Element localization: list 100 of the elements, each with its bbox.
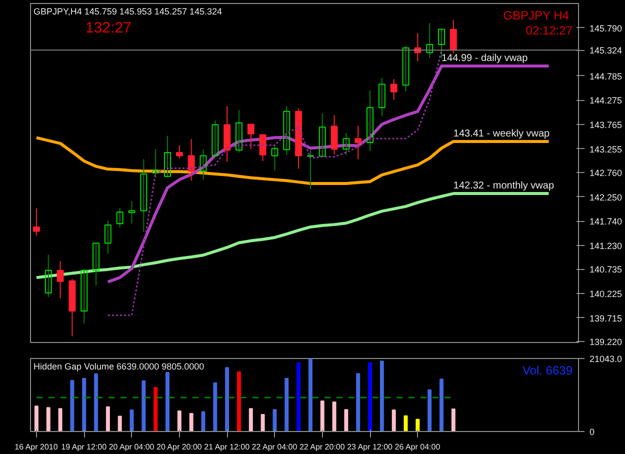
x-tick-label: 21 Apr 12:00: [204, 442, 250, 452]
candlestick: [366, 90, 374, 152]
candlestick: [116, 207, 124, 228]
candlestick: [330, 114, 338, 155]
bar: [451, 408, 456, 432]
bar: [225, 367, 230, 432]
candlestick: [247, 124, 254, 150]
y-tick-label: 0: [590, 427, 595, 437]
bar: [272, 409, 277, 432]
bar: [58, 408, 62, 432]
bar: [392, 409, 396, 432]
x-tick-label: 19 Apr 12:00: [61, 442, 108, 452]
bar: [320, 400, 324, 432]
bar: [332, 402, 336, 432]
bar: [70, 380, 74, 432]
annotation: GBPJPY H4: [503, 8, 570, 22]
annotation: 132:27: [86, 20, 132, 36]
bar: [130, 409, 134, 432]
bar: [46, 407, 50, 432]
bar: [248, 408, 253, 432]
bar: [440, 378, 444, 432]
annotation: 02:12:27: [526, 24, 573, 38]
x-tick-label: 16 Apr 2010: [14, 442, 58, 452]
candlestick: [390, 78, 398, 100]
bar: [236, 371, 241, 432]
bar: [154, 386, 158, 432]
candlestick: [56, 260, 64, 299]
candlestick: [318, 112, 326, 157]
y-tick-label: 143.255: [590, 144, 622, 154]
y-tick-label: 139.715: [590, 313, 622, 324]
candlestick: [164, 135, 171, 178]
bar: [106, 406, 110, 432]
annotation: Vol. 6639: [522, 364, 573, 378]
x-tick-label: 20 Apr 20:00: [156, 442, 202, 452]
x-tick-label: 22 Apr 20:00: [299, 442, 346, 452]
x-tick-label: 26 Apr 04:00: [394, 442, 441, 452]
bar: [189, 412, 194, 432]
candlestick: [450, 20, 457, 54]
bar: [308, 358, 312, 432]
bar: [404, 415, 408, 432]
candlestick: [176, 144, 183, 159]
bar: [118, 416, 122, 432]
candlestick: [152, 148, 160, 178]
y-tick-label: 140.225: [590, 289, 622, 300]
chart-title: GBPJPY,H4 145.759 145.953 145.257 145.324: [34, 6, 222, 16]
y-tick-label: 145.790: [590, 23, 622, 34]
y-tick-label: 142.250: [590, 192, 622, 202]
bar: [166, 372, 170, 432]
series-label: 142.32 - monthly vwap: [453, 180, 554, 192]
candlestick: [271, 144, 278, 172]
bar: [368, 362, 372, 432]
y-tick-label: 140.735: [590, 264, 622, 275]
x-tick-label: 23 Apr 12:00: [347, 442, 394, 452]
bar: [142, 380, 146, 432]
candlestick: [236, 109, 242, 153]
candlestick: [354, 125, 362, 160]
candlestick: [200, 148, 207, 180]
bar: [284, 378, 289, 432]
y-tick-label: 141.230: [590, 241, 622, 252]
candlestick: [104, 220, 112, 254]
series-label: 144.99 - daily vwap: [442, 53, 528, 64]
bar: [177, 410, 182, 432]
y-tick-label: 141.740: [590, 216, 622, 227]
ref-line-label: 145.324: [590, 46, 622, 56]
y-tick-label: 21043.0: [590, 354, 622, 364]
candlestick: [212, 120, 219, 156]
bar: [94, 373, 98, 432]
bar: [428, 389, 432, 432]
bar: [380, 360, 384, 432]
chart-title: Hidden Gap Volume 6639.0000 9805.0000: [34, 362, 204, 372]
candlestick: [378, 77, 386, 117]
x-tick-label: 20 Apr 04:00: [108, 442, 155, 452]
candlestick: [402, 45, 410, 92]
candlestick: [188, 138, 195, 182]
bar: [416, 418, 420, 432]
candlestick: [259, 134, 266, 162]
bar: [344, 409, 348, 432]
candlestick: [32, 208, 40, 236]
line-series: [107, 50, 442, 316]
bar: [34, 406, 38, 432]
y-tick-label: 139.220: [590, 337, 622, 348]
y-tick-label: 144.785: [590, 71, 622, 82]
candlestick: [80, 268, 88, 324]
y-tick-label: 144.275: [590, 96, 622, 106]
candlestick: [342, 132, 350, 156]
bar: [82, 378, 86, 432]
candlestick: [306, 150, 314, 190]
candlestick: [44, 254, 52, 298]
candlestick: [426, 22, 434, 58]
bar: [213, 382, 218, 432]
candlestick: [140, 158, 148, 232]
candlestick: [128, 200, 136, 224]
bar: [260, 414, 265, 432]
candlestick: [283, 106, 290, 156]
candlestick: [92, 242, 100, 286]
x-tick-label: 22 Apr 04:00: [252, 442, 298, 452]
bar: [296, 362, 301, 432]
y-tick-label: 143.765: [590, 120, 622, 130]
series-label: 143.41 - weekly vwap: [453, 128, 550, 140]
bar: [356, 373, 360, 432]
